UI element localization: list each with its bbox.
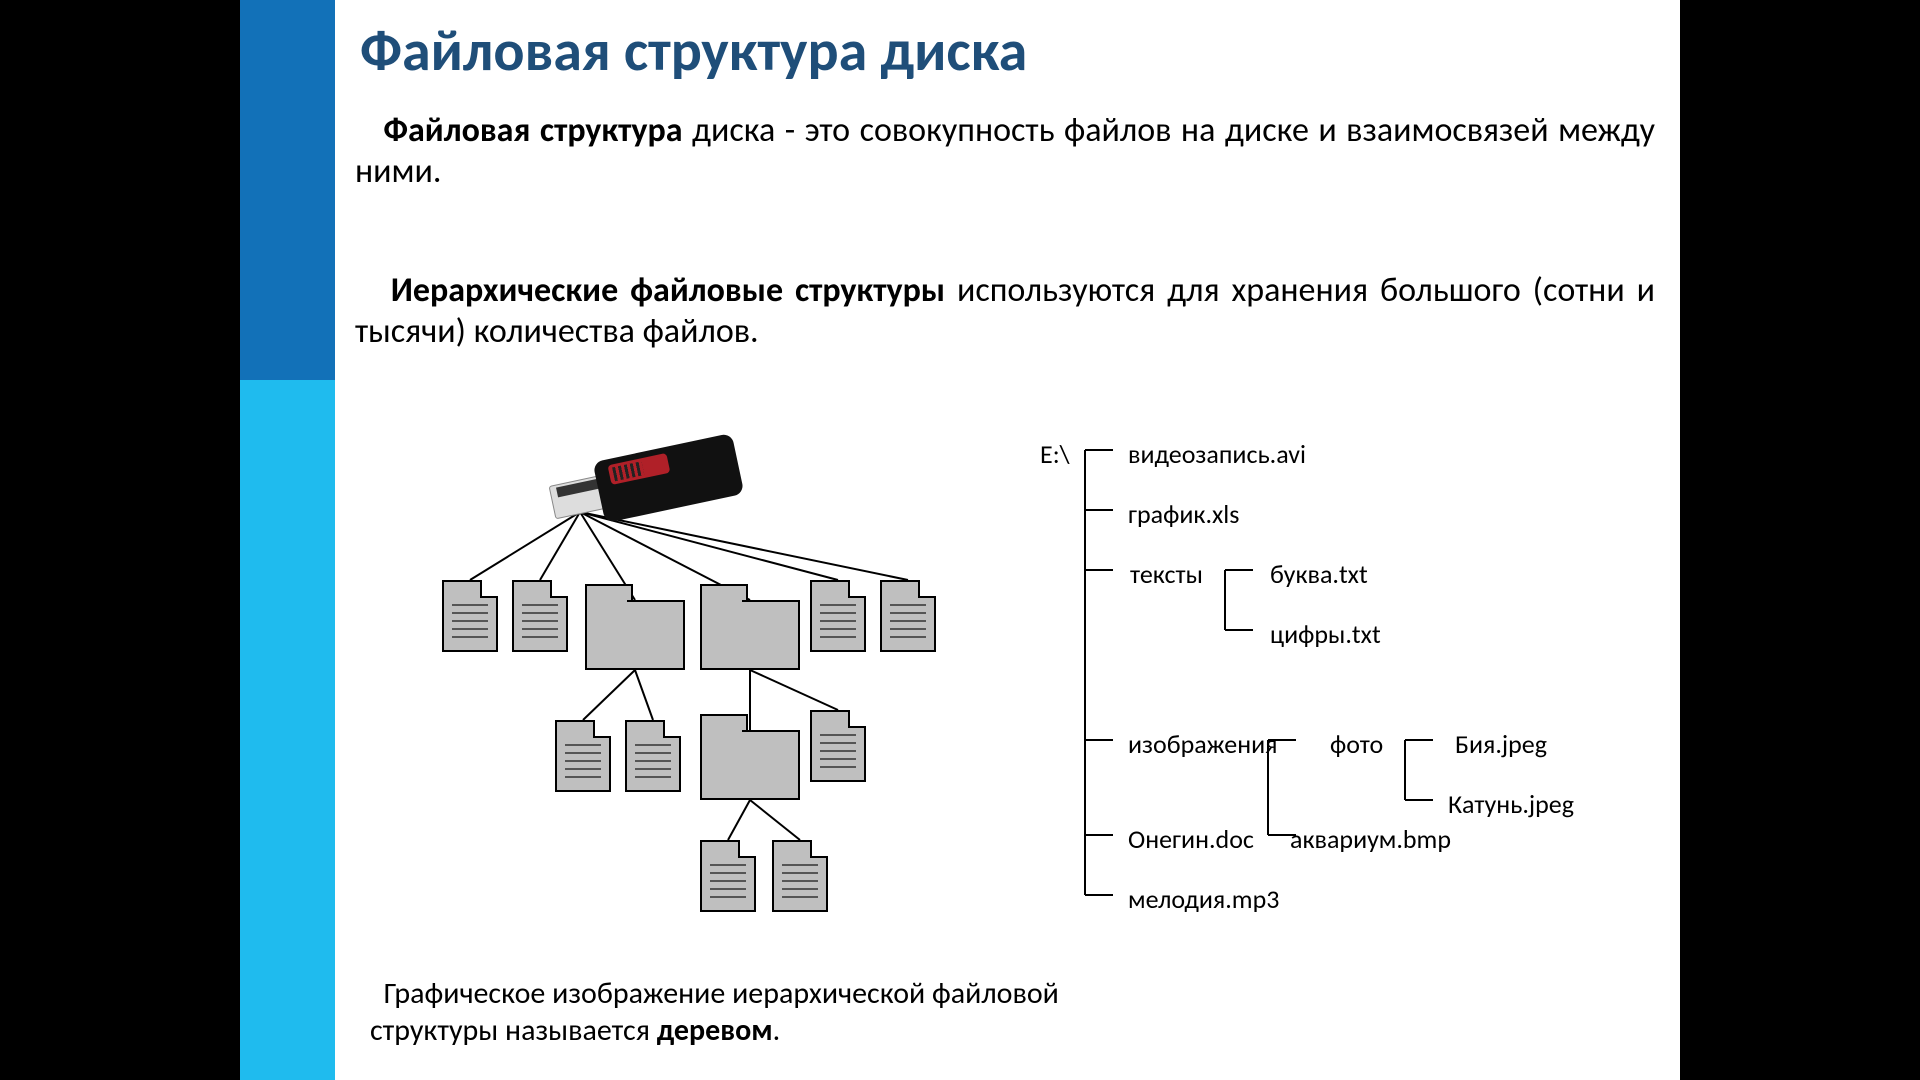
tree-item-label: график.xls <box>1128 498 1239 530</box>
diagram-connectors <box>340 440 1030 980</box>
tree-root-label: E:\ <box>1040 438 1070 470</box>
tree-item-label: тексты <box>1130 558 1203 590</box>
para1-term: Файловая структура <box>383 110 682 151</box>
file-tree-text: E:\ видеозапись.avi график.xls тексты буква… <box>1030 430 1670 940</box>
tree-item-label: цифры.txt <box>1270 618 1381 650</box>
file-icon <box>625 720 681 792</box>
folder-icon <box>585 600 685 670</box>
para2-term: Иерархические файловые структуры <box>391 270 945 311</box>
usb-drive-icon <box>546 433 745 533</box>
tree-item-label: Катунь.jpeg <box>1448 788 1574 820</box>
tree-item-label: буква.txt <box>1270 558 1368 590</box>
folder-icon <box>700 600 800 670</box>
tree-item-label: Бия.jpeg <box>1455 728 1547 760</box>
tree-connectors <box>1030 430 1670 940</box>
file-icon <box>442 580 498 652</box>
file-hierarchy-diagram <box>340 440 1030 980</box>
tree-item-label: фото <box>1330 728 1383 760</box>
footer-post: . <box>773 1012 781 1049</box>
file-icon <box>512 580 568 652</box>
footer-caption: Графическое изображение иерархической фа… <box>370 975 1070 1049</box>
tree-item-label: изображения <box>1128 728 1277 760</box>
tree-item-label: аквариум.bmp <box>1290 823 1451 855</box>
folder-icon <box>700 730 800 800</box>
file-icon <box>810 580 866 652</box>
sidebar-stripe-light <box>240 380 335 1080</box>
file-icon <box>555 720 611 792</box>
file-icon <box>810 710 866 782</box>
file-icon <box>772 840 828 912</box>
slide: Файловая структура диска Файловая структ… <box>240 0 1680 1080</box>
slide-title: Файловая структура диска <box>360 15 1027 86</box>
file-icon <box>880 580 936 652</box>
sidebar-stripe-dark <box>240 0 335 380</box>
paragraph-2: Иерархические файловые структуры использ… <box>355 270 1655 352</box>
file-icon <box>700 840 756 912</box>
footer-bold: деревом <box>657 1012 773 1049</box>
tree-item-label: Онегин.doc <box>1128 823 1254 855</box>
tree-item-label: мелодия.mp3 <box>1128 883 1279 915</box>
paragraph-1: Файловая структура диска - это совокупно… <box>355 110 1655 192</box>
tree-item-label: видеозапись.avi <box>1128 438 1306 470</box>
